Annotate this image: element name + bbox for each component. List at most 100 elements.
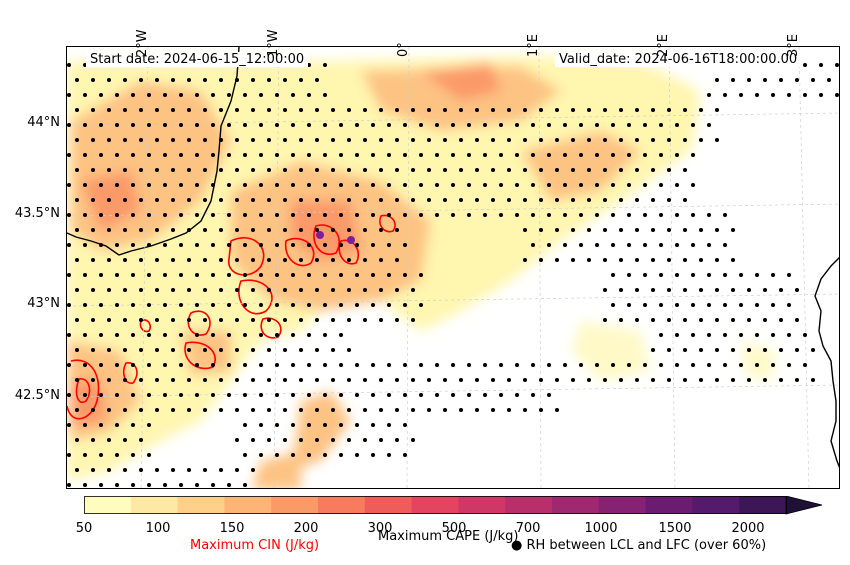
rh-dot bbox=[251, 378, 255, 382]
rh-dot bbox=[587, 138, 591, 142]
rh-dot bbox=[611, 363, 615, 367]
rh-dot bbox=[659, 273, 663, 277]
rh-dot bbox=[803, 333, 807, 337]
rh-dot bbox=[67, 453, 71, 457]
rh-dot bbox=[91, 468, 95, 472]
rh-dot bbox=[131, 453, 135, 457]
rh-dot bbox=[307, 243, 311, 247]
rh-dot bbox=[171, 78, 175, 82]
rh-dot bbox=[123, 168, 127, 172]
rh-dot bbox=[411, 378, 415, 382]
rh-dot bbox=[499, 183, 503, 187]
rh-dot bbox=[635, 198, 639, 202]
rh-dot bbox=[91, 378, 95, 382]
rh-dot bbox=[339, 453, 343, 457]
rh-dot bbox=[483, 363, 487, 367]
rh-dot bbox=[195, 243, 199, 247]
rh-dot bbox=[691, 213, 695, 217]
rh-dot bbox=[499, 123, 503, 127]
rh-dot bbox=[619, 318, 623, 322]
rh-dot bbox=[411, 108, 415, 112]
rh-dot bbox=[395, 228, 399, 232]
rh-dot bbox=[131, 333, 135, 337]
rh-dot bbox=[763, 378, 767, 382]
rh-dot bbox=[139, 198, 143, 202]
rh-dot bbox=[419, 363, 423, 367]
rh-dot bbox=[395, 378, 399, 382]
rh-dot bbox=[635, 228, 639, 232]
rh-dot bbox=[203, 168, 207, 172]
rh-dot bbox=[243, 303, 247, 307]
lon-tick-1e: 1°E bbox=[526, 34, 541, 57]
rh-dot bbox=[259, 243, 263, 247]
rh-dot bbox=[123, 228, 127, 232]
rh-dot bbox=[547, 393, 551, 397]
rh-dot bbox=[723, 273, 727, 277]
cbar-tick-2000: 2000 bbox=[731, 521, 765, 536]
rh-dot bbox=[523, 258, 527, 262]
rh-dot bbox=[259, 393, 263, 397]
rh-dot bbox=[315, 258, 319, 262]
rh-dot bbox=[139, 348, 143, 352]
rh-dot bbox=[387, 303, 391, 307]
rh-dot bbox=[291, 453, 295, 457]
rh-dot bbox=[195, 393, 199, 397]
rh-dot bbox=[635, 108, 639, 112]
rh-dot bbox=[379, 108, 383, 112]
rh-dot bbox=[331, 168, 335, 172]
rh-dot bbox=[147, 93, 151, 97]
rh-dot bbox=[267, 318, 271, 322]
rh-dot bbox=[707, 333, 711, 337]
rh-dot bbox=[587, 198, 591, 202]
rh-dot bbox=[227, 243, 231, 247]
rh-dot bbox=[491, 168, 495, 172]
rh-dot bbox=[371, 453, 375, 457]
rh-dot bbox=[811, 378, 815, 382]
rh-dot bbox=[403, 303, 407, 307]
rh-dot bbox=[475, 138, 479, 142]
rh-dot bbox=[323, 123, 327, 127]
rh-dot bbox=[347, 348, 351, 352]
rh-dot bbox=[139, 468, 143, 472]
rh-dot bbox=[355, 243, 359, 247]
rh-dot bbox=[171, 108, 175, 112]
rh-dot bbox=[243, 213, 247, 217]
rh-dot bbox=[131, 363, 135, 367]
rh-dot bbox=[139, 108, 143, 112]
rh-dot bbox=[315, 408, 319, 412]
rh-dot bbox=[587, 108, 591, 112]
rh-dot bbox=[211, 483, 215, 487]
rh-dot bbox=[235, 138, 239, 142]
rh-dot bbox=[243, 183, 247, 187]
rh-dot bbox=[635, 288, 639, 292]
rh-dot bbox=[787, 303, 791, 307]
rh-dot bbox=[83, 93, 87, 97]
rh-dot bbox=[107, 318, 111, 322]
rh-dot bbox=[395, 198, 399, 202]
rh-dot bbox=[835, 93, 839, 97]
rh-dot bbox=[723, 213, 727, 217]
rh-dot bbox=[267, 198, 271, 202]
rh-dot bbox=[203, 408, 207, 412]
rh-dot bbox=[307, 153, 311, 157]
rh-dot bbox=[203, 378, 207, 382]
rh-dot bbox=[811, 78, 815, 82]
rh-dot bbox=[379, 408, 383, 412]
rh-dot bbox=[459, 138, 463, 142]
rh-dot bbox=[563, 363, 567, 367]
rh-dot bbox=[259, 423, 263, 427]
rh-dot bbox=[483, 123, 487, 127]
rh-dot bbox=[691, 333, 695, 337]
rh-dot bbox=[395, 258, 399, 262]
rh-dot bbox=[155, 168, 159, 172]
rh-dot bbox=[643, 183, 647, 187]
rh-dot bbox=[675, 363, 679, 367]
rh-dot bbox=[579, 183, 583, 187]
rh-dot bbox=[115, 333, 119, 337]
cbar-tick-100: 100 bbox=[145, 521, 171, 536]
rh-dot bbox=[739, 273, 743, 277]
rh-dot bbox=[747, 348, 751, 352]
cape-fill bbox=[67, 56, 776, 488]
rh-dot bbox=[763, 288, 767, 292]
rh-dot bbox=[123, 288, 127, 292]
